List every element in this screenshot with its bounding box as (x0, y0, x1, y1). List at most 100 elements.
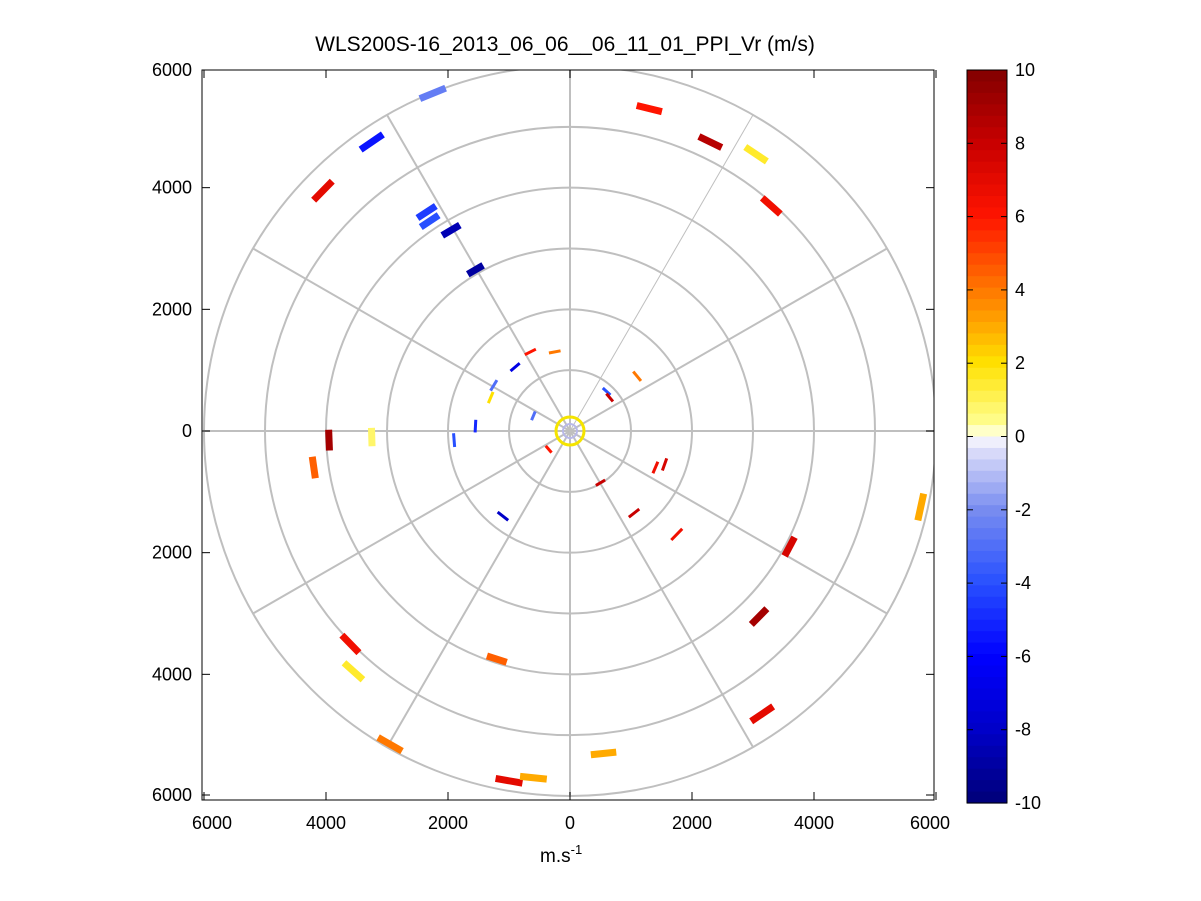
data-point-8 (635, 102, 663, 116)
data-points (308, 84, 928, 787)
data-point-39 (627, 507, 641, 519)
colorbar-band-34 (967, 459, 1007, 472)
colorbar-band-54 (967, 688, 1007, 701)
data-point-10 (743, 144, 769, 165)
x-tick-label-1: 4000 (306, 813, 346, 833)
colorbar-band-59 (967, 745, 1007, 758)
data-point-20 (339, 632, 362, 656)
colorbar-band-13 (967, 218, 1007, 231)
colorbar-band-53 (967, 677, 1007, 690)
grid-spoke-300 (569, 430, 754, 748)
colorbar-band-29 (967, 402, 1007, 415)
colorbar-band-32 (967, 436, 1007, 449)
data-point-14 (308, 456, 319, 479)
colorbar-band-33 (967, 447, 1007, 461)
data-point-43 (530, 410, 537, 421)
colorbar-band-2 (967, 92, 1007, 105)
colorbar-band-20 (967, 299, 1007, 312)
colorbar-band-9 (967, 173, 1007, 186)
x-tick-label-3: 0 (565, 813, 575, 833)
data-point-11 (759, 195, 783, 217)
colorbar-band-22 (967, 321, 1007, 335)
colorbar-band-10 (967, 184, 1007, 197)
data-point-37 (651, 461, 660, 474)
colorbar-band-62 (967, 780, 1007, 793)
colorbar-band-16 (967, 253, 1007, 266)
data-point-9 (697, 133, 724, 151)
x-axis-label: m.s-1 (540, 842, 582, 867)
x-tick-label-6: 6000 (910, 813, 950, 833)
grid-spoke-30 (569, 247, 888, 432)
colorbar-tick-label-5: 0 (1015, 427, 1025, 447)
center-marker (554, 415, 586, 447)
x-tick-label-4: 2000 (672, 813, 712, 833)
data-point-33 (452, 433, 457, 448)
grid-spoke-240 (386, 430, 571, 748)
colorbar-band-44 (967, 573, 1007, 586)
colorbar-band-40 (967, 528, 1007, 541)
data-point-31 (486, 391, 495, 404)
polar-grid (203, 70, 934, 797)
data-point-42 (544, 444, 553, 454)
grid-spoke-210 (252, 430, 571, 615)
colorbar-tick-label-0: 10 (1015, 60, 1035, 80)
colorbar-band-5 (967, 127, 1007, 140)
colorbar-band-6 (967, 138, 1007, 151)
data-point-1 (418, 84, 447, 102)
colorbar-tick-label-4: 2 (1015, 353, 1025, 373)
data-point-22 (485, 652, 508, 666)
colorbar-tick-label-8: -6 (1015, 646, 1031, 666)
colorbar-band-50 (967, 642, 1007, 655)
colorbar-band-52 (967, 665, 1007, 678)
grid-spoke-60 (569, 114, 754, 432)
colorbar-band-15 (967, 241, 1007, 254)
colorbar-band-46 (967, 596, 1007, 609)
colorbar-band-36 (967, 482, 1007, 495)
y-axis: 6000 4000 2000 0 2000 4000 6000 (152, 60, 934, 805)
colorbar-band-14 (967, 230, 1007, 243)
grid-spoke-150 (252, 247, 571, 432)
colorbar-band-60 (967, 757, 1007, 770)
colorbar-band-58 (967, 734, 1007, 747)
colorbar-band-43 (967, 562, 1007, 575)
colorbar-band-3 (967, 104, 1007, 117)
colorbar-band-1 (967, 81, 1007, 94)
colorbar-band-39 (967, 516, 1007, 529)
data-point-15 (914, 492, 928, 522)
data-point-32 (473, 419, 478, 433)
x-tick-label-5: 4000 (794, 813, 834, 833)
colorbar-band-27 (967, 379, 1007, 392)
colorbar-band-26 (967, 367, 1007, 380)
y-tick-label-2: 2000 (152, 299, 192, 319)
colorbar-tick-label-6: -2 (1015, 500, 1031, 520)
colorbar-band-30 (967, 413, 1007, 426)
colorbar-band-19 (967, 287, 1007, 300)
data-point-26 (590, 748, 617, 759)
colorbar-band-17 (967, 264, 1007, 277)
colorbar-band-56 (967, 711, 1007, 724)
colorbar-tick-label-1: 8 (1015, 133, 1025, 153)
data-point-18 (670, 527, 684, 542)
plot-frame (201, 69, 935, 801)
data-point-23 (376, 734, 404, 755)
colorbar-band-23 (967, 333, 1007, 346)
x-axis-label-base: m.s (540, 846, 571, 867)
colorbar-ticks: 10 8 6 4 2 0 -2 -4 -6 -8 -10 (967, 60, 1041, 813)
grid-spoke-330 (569, 430, 888, 615)
y-tick-label-0: 6000 (152, 60, 192, 80)
data-point-17 (748, 606, 770, 627)
colorbar-band-12 (967, 207, 1007, 220)
x-axis-label-exponent: -1 (571, 842, 583, 857)
colorbar-band-38 (967, 505, 1007, 518)
y-tick-label-1: 4000 (152, 178, 192, 198)
colorbar-band-55 (967, 699, 1007, 712)
colorbar-tick-label-7: -4 (1015, 573, 1031, 593)
data-point-30 (489, 379, 499, 392)
data-point-41 (595, 478, 606, 487)
data-point-4 (415, 203, 438, 221)
colorbar-band-49 (967, 631, 1007, 644)
data-point-12 (325, 429, 333, 451)
data-point-35 (601, 386, 612, 397)
colorbar-band-61 (967, 768, 1007, 781)
